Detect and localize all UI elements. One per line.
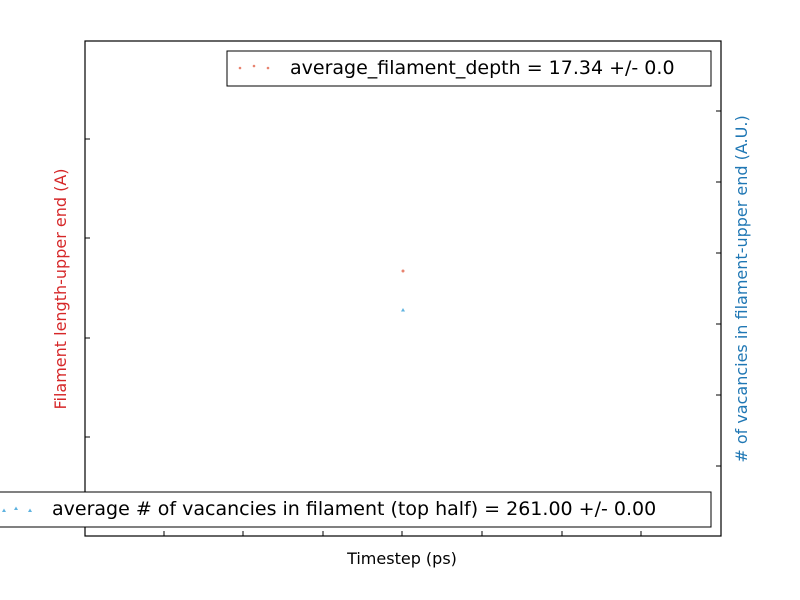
left-y-axis-label: Filament length-upper end (A) xyxy=(51,168,70,409)
legend-bottom-marker xyxy=(28,508,32,512)
legend-top-marker xyxy=(252,64,256,68)
legend-bottom-marker xyxy=(2,508,6,512)
legend-bottom-box xyxy=(0,491,712,528)
legend-top-marker xyxy=(266,66,270,70)
legend-bottom-marker xyxy=(14,506,18,510)
data-marks xyxy=(401,269,405,312)
legend-bottom-text: average # of vacancies in filament (top … xyxy=(52,498,656,520)
plot-area xyxy=(84,40,722,537)
left-y-axis-ticks xyxy=(85,138,90,438)
x-axis-ticks xyxy=(163,531,642,536)
right-y-axis-label: # of vacancies in filament-upper end (A.… xyxy=(732,115,751,462)
depth-point xyxy=(401,269,405,273)
legend-top-marker xyxy=(238,66,242,70)
legend-top-box xyxy=(226,50,712,87)
right-y-axis-ticks xyxy=(716,110,721,467)
x-axis-label: Timestep (ps) xyxy=(346,549,457,568)
vacancy-point xyxy=(401,308,405,312)
legend-bottom: average # of vacancies in filament (top … xyxy=(0,491,712,528)
legend-top: average_filament_depth = 17.34 +/- 0.0 xyxy=(226,50,712,87)
legend-top-text: average_filament_depth = 17.34 +/- 0.0 xyxy=(290,57,675,79)
